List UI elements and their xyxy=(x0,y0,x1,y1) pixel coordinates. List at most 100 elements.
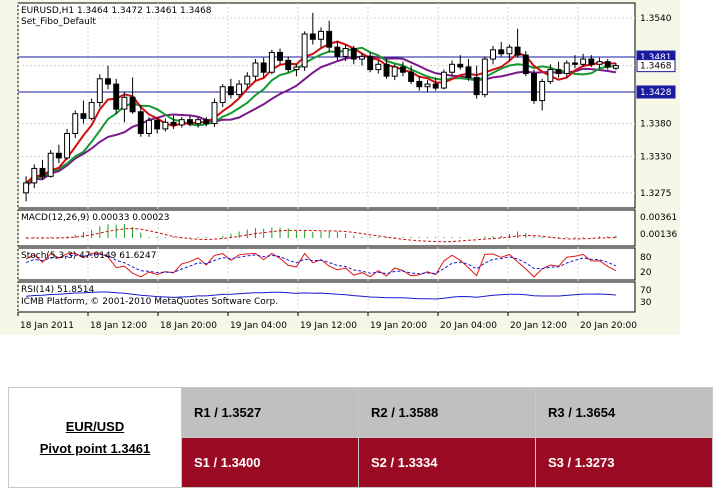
candle-body xyxy=(522,54,529,75)
price-tag-box xyxy=(636,59,676,73)
candle-body xyxy=(416,80,423,88)
candle-body xyxy=(326,30,333,48)
candle-body xyxy=(580,58,587,65)
candle-body xyxy=(121,96,128,110)
candle-body xyxy=(399,66,406,73)
time-tick-label: 19 Jan 12:00 xyxy=(300,321,357,331)
time-tick-label: 18 Jan 20:00 xyxy=(160,321,217,331)
candle-body xyxy=(260,62,267,73)
candle-body xyxy=(252,62,259,77)
price-tick-label: 1.3540 xyxy=(640,14,672,24)
rsi-panel xyxy=(17,281,636,313)
candle-body xyxy=(88,102,95,119)
stoch-tick-label: 80 xyxy=(640,253,652,263)
price-tick-label: 1.3275 xyxy=(640,189,672,199)
candle-body xyxy=(227,86,234,96)
candle-body xyxy=(39,167,46,177)
macd-tick-label: 0.00361 xyxy=(640,213,677,223)
candle-body xyxy=(178,119,185,126)
candle-body xyxy=(547,69,554,82)
candle-body xyxy=(457,63,464,68)
candle-body xyxy=(506,46,513,55)
candle-body xyxy=(449,63,456,73)
time-tick-label: 20 Jan 20:00 xyxy=(580,321,637,331)
rsi-tick-label: 30 xyxy=(640,298,652,308)
candle-body xyxy=(498,49,505,55)
candle-body xyxy=(588,58,595,65)
candle-body xyxy=(481,58,488,96)
s2-cell: S2 / 1.3334 xyxy=(358,437,536,488)
candle-body xyxy=(186,119,193,125)
candle-body xyxy=(96,78,103,104)
candle-body xyxy=(391,66,398,77)
macd-histogram xyxy=(25,224,617,243)
candle-body xyxy=(318,30,324,40)
time-tick-label: 20 Jan 12:00 xyxy=(510,321,567,331)
stoch-signal-line xyxy=(25,253,617,275)
macd-signal-line xyxy=(26,227,616,243)
s3-cell: S3 / 1.3273 xyxy=(535,437,713,488)
price-tag-box xyxy=(636,85,676,99)
pivot-table: EUR/USD Pivot point 1.3461 R1 / 1.3527 R… xyxy=(8,387,713,488)
candle-body xyxy=(64,133,71,159)
candle-body xyxy=(195,119,202,125)
price-tick-label: 1.3481 xyxy=(640,53,672,63)
candle-body xyxy=(440,71,447,89)
time-tick-label: 19 Jan 04:00 xyxy=(230,321,287,331)
rsi-line xyxy=(26,291,616,300)
candle-body xyxy=(514,46,521,56)
candle-body xyxy=(473,76,480,96)
price-tick-label: 1.3428 xyxy=(640,88,672,98)
candle-body xyxy=(432,83,439,89)
macd-panel xyxy=(17,209,636,247)
candle-body xyxy=(334,46,341,57)
s1-cell: S1 / 1.3400 xyxy=(181,437,359,488)
candle-body xyxy=(342,47,349,57)
ma-slow-line xyxy=(25,55,617,187)
price-tick-label: 1.3468 xyxy=(640,62,672,72)
r3-cell: R3 / 1.3654 xyxy=(535,387,713,438)
chart-subtitle: Set_Fibo_Default xyxy=(21,17,96,27)
rsi-tick-label: 70 xyxy=(640,286,652,296)
candle-body xyxy=(55,152,62,159)
price-tick-label: 1.3330 xyxy=(640,153,672,163)
symbol-label: EUR/USD xyxy=(65,418,125,434)
candle-body xyxy=(383,63,390,77)
candle-body xyxy=(203,119,210,125)
candle-body xyxy=(408,71,415,82)
candle-body xyxy=(367,55,374,71)
candle-body xyxy=(154,119,161,130)
rsi-label: RSI(14) 51.8514 xyxy=(21,285,94,295)
candle-body xyxy=(596,61,603,65)
candle-body xyxy=(113,83,120,110)
candle-body xyxy=(268,51,275,73)
r1-cell: R1 / 1.3527 xyxy=(181,387,359,438)
macd-tick-label: 0.00136 xyxy=(640,230,677,240)
candle-body xyxy=(105,78,111,85)
candle-body xyxy=(359,55,365,60)
time-tick-label: 18 Jan 2011 xyxy=(20,321,74,331)
candle-body xyxy=(285,59,292,71)
time-tick-label: 20 Jan 04:00 xyxy=(440,321,497,331)
candle-body xyxy=(563,62,570,75)
price-tick-label: 1.3380 xyxy=(640,120,672,130)
candle-body xyxy=(236,83,243,96)
candle-body xyxy=(31,167,38,184)
chart-title: EURUSD,H1 1.3464 1.3472 1.3461 1.3468 xyxy=(21,6,212,16)
candle-body xyxy=(555,69,562,75)
candle-body xyxy=(350,47,357,60)
time-tick-label: 18 Jan 12:00 xyxy=(90,321,147,331)
candle-body xyxy=(293,66,300,71)
candle-body xyxy=(539,80,546,102)
candle-body xyxy=(72,113,79,135)
oscillator-lines xyxy=(25,252,617,300)
candle-body xyxy=(375,63,382,71)
candle-body xyxy=(531,73,537,102)
chart-area: 1.3540 1.3481 1.3468 1.3428 1.3380 1.3330 1.32… xyxy=(0,0,680,335)
candle-body xyxy=(129,96,136,113)
candles xyxy=(23,12,619,202)
candle-body xyxy=(424,83,431,88)
time-tick-label: 19 Jan 20:00 xyxy=(370,321,427,331)
